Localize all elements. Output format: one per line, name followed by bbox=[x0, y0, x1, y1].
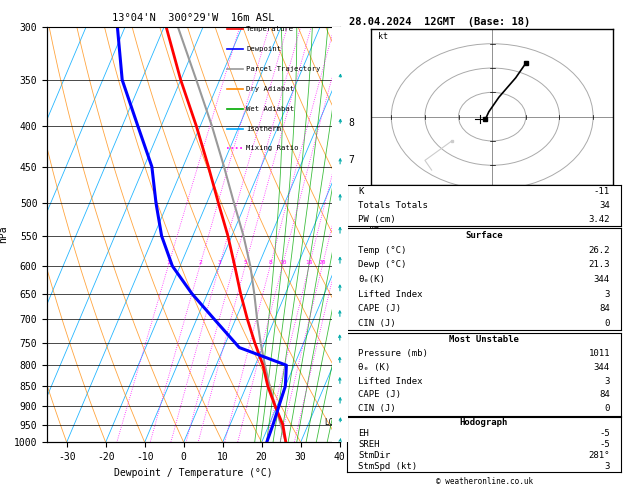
Text: 3.42: 3.42 bbox=[588, 215, 610, 224]
Text: Totals Totals: Totals Totals bbox=[358, 201, 428, 210]
Text: 5: 5 bbox=[243, 260, 247, 265]
Text: 16: 16 bbox=[306, 260, 313, 265]
Text: 344: 344 bbox=[594, 275, 610, 284]
Text: Mixing Ratio: Mixing Ratio bbox=[246, 145, 299, 152]
Text: 28.04.2024  12GMT  (Base: 18): 28.04.2024 12GMT (Base: 18) bbox=[349, 17, 530, 27]
Y-axis label: km
ASL: km ASL bbox=[367, 225, 382, 244]
Text: PW (cm): PW (cm) bbox=[358, 215, 396, 224]
Text: SREH: SREH bbox=[358, 440, 380, 450]
Text: 0: 0 bbox=[604, 319, 610, 328]
Text: CAPE (J): CAPE (J) bbox=[358, 304, 401, 313]
Text: -5: -5 bbox=[599, 440, 610, 450]
Y-axis label: hPa: hPa bbox=[0, 226, 8, 243]
Text: Dewp (°C): Dewp (°C) bbox=[358, 260, 406, 269]
Text: Temp (°C): Temp (°C) bbox=[358, 246, 406, 255]
Text: 84: 84 bbox=[599, 390, 610, 399]
Text: 25: 25 bbox=[332, 260, 340, 265]
Text: StmSpd (kt): StmSpd (kt) bbox=[358, 462, 417, 471]
Text: Wet Adiabat: Wet Adiabat bbox=[246, 105, 294, 112]
Text: 84: 84 bbox=[599, 304, 610, 313]
Text: 4: 4 bbox=[232, 260, 236, 265]
Text: 26.2: 26.2 bbox=[588, 246, 610, 255]
Text: 8: 8 bbox=[269, 260, 272, 265]
Text: K: K bbox=[358, 187, 364, 196]
Text: 10: 10 bbox=[279, 260, 286, 265]
Text: Lifted Index: Lifted Index bbox=[358, 377, 423, 385]
Text: 3: 3 bbox=[604, 290, 610, 298]
Text: Dry Adiabat: Dry Adiabat bbox=[246, 86, 294, 92]
Text: LCL: LCL bbox=[324, 418, 338, 427]
Text: StmDir: StmDir bbox=[358, 451, 391, 460]
Text: CAPE (J): CAPE (J) bbox=[358, 390, 401, 399]
Text: 0: 0 bbox=[604, 404, 610, 413]
Text: 34: 34 bbox=[599, 201, 610, 210]
Text: kt: kt bbox=[378, 32, 388, 41]
Text: 20: 20 bbox=[319, 260, 326, 265]
Text: 1: 1 bbox=[167, 260, 170, 265]
Text: EH: EH bbox=[358, 430, 369, 438]
Text: Surface: Surface bbox=[465, 231, 503, 240]
Text: -5: -5 bbox=[599, 430, 610, 438]
Text: CIN (J): CIN (J) bbox=[358, 319, 396, 328]
Text: 344: 344 bbox=[594, 363, 610, 372]
X-axis label: Dewpoint / Temperature (°C): Dewpoint / Temperature (°C) bbox=[114, 468, 273, 478]
Text: 2: 2 bbox=[198, 260, 202, 265]
Title: 13°04'N  300°29'W  16m ASL: 13°04'N 300°29'W 16m ASL bbox=[112, 13, 275, 23]
Text: 3: 3 bbox=[218, 260, 221, 265]
Text: Pressure (mb): Pressure (mb) bbox=[358, 349, 428, 358]
Text: CIN (J): CIN (J) bbox=[358, 404, 396, 413]
Text: θₑ (K): θₑ (K) bbox=[358, 363, 391, 372]
Text: 21.3: 21.3 bbox=[588, 260, 610, 269]
Text: 1011: 1011 bbox=[588, 349, 610, 358]
Text: 281°: 281° bbox=[588, 451, 610, 460]
Text: Parcel Trajectory: Parcel Trajectory bbox=[246, 66, 320, 72]
Text: Dewpoint: Dewpoint bbox=[246, 46, 281, 52]
Text: © weatheronline.co.uk: © weatheronline.co.uk bbox=[436, 477, 533, 486]
Text: 3: 3 bbox=[604, 377, 610, 385]
Text: 3: 3 bbox=[604, 462, 610, 471]
Text: Isotherm: Isotherm bbox=[246, 125, 281, 132]
Text: Lifted Index: Lifted Index bbox=[358, 290, 423, 298]
Text: Hodograph: Hodograph bbox=[460, 418, 508, 428]
Text: Temperature: Temperature bbox=[246, 26, 294, 32]
Text: θₑ(K): θₑ(K) bbox=[358, 275, 385, 284]
Text: Most Unstable: Most Unstable bbox=[449, 335, 519, 344]
Text: -11: -11 bbox=[594, 187, 610, 196]
